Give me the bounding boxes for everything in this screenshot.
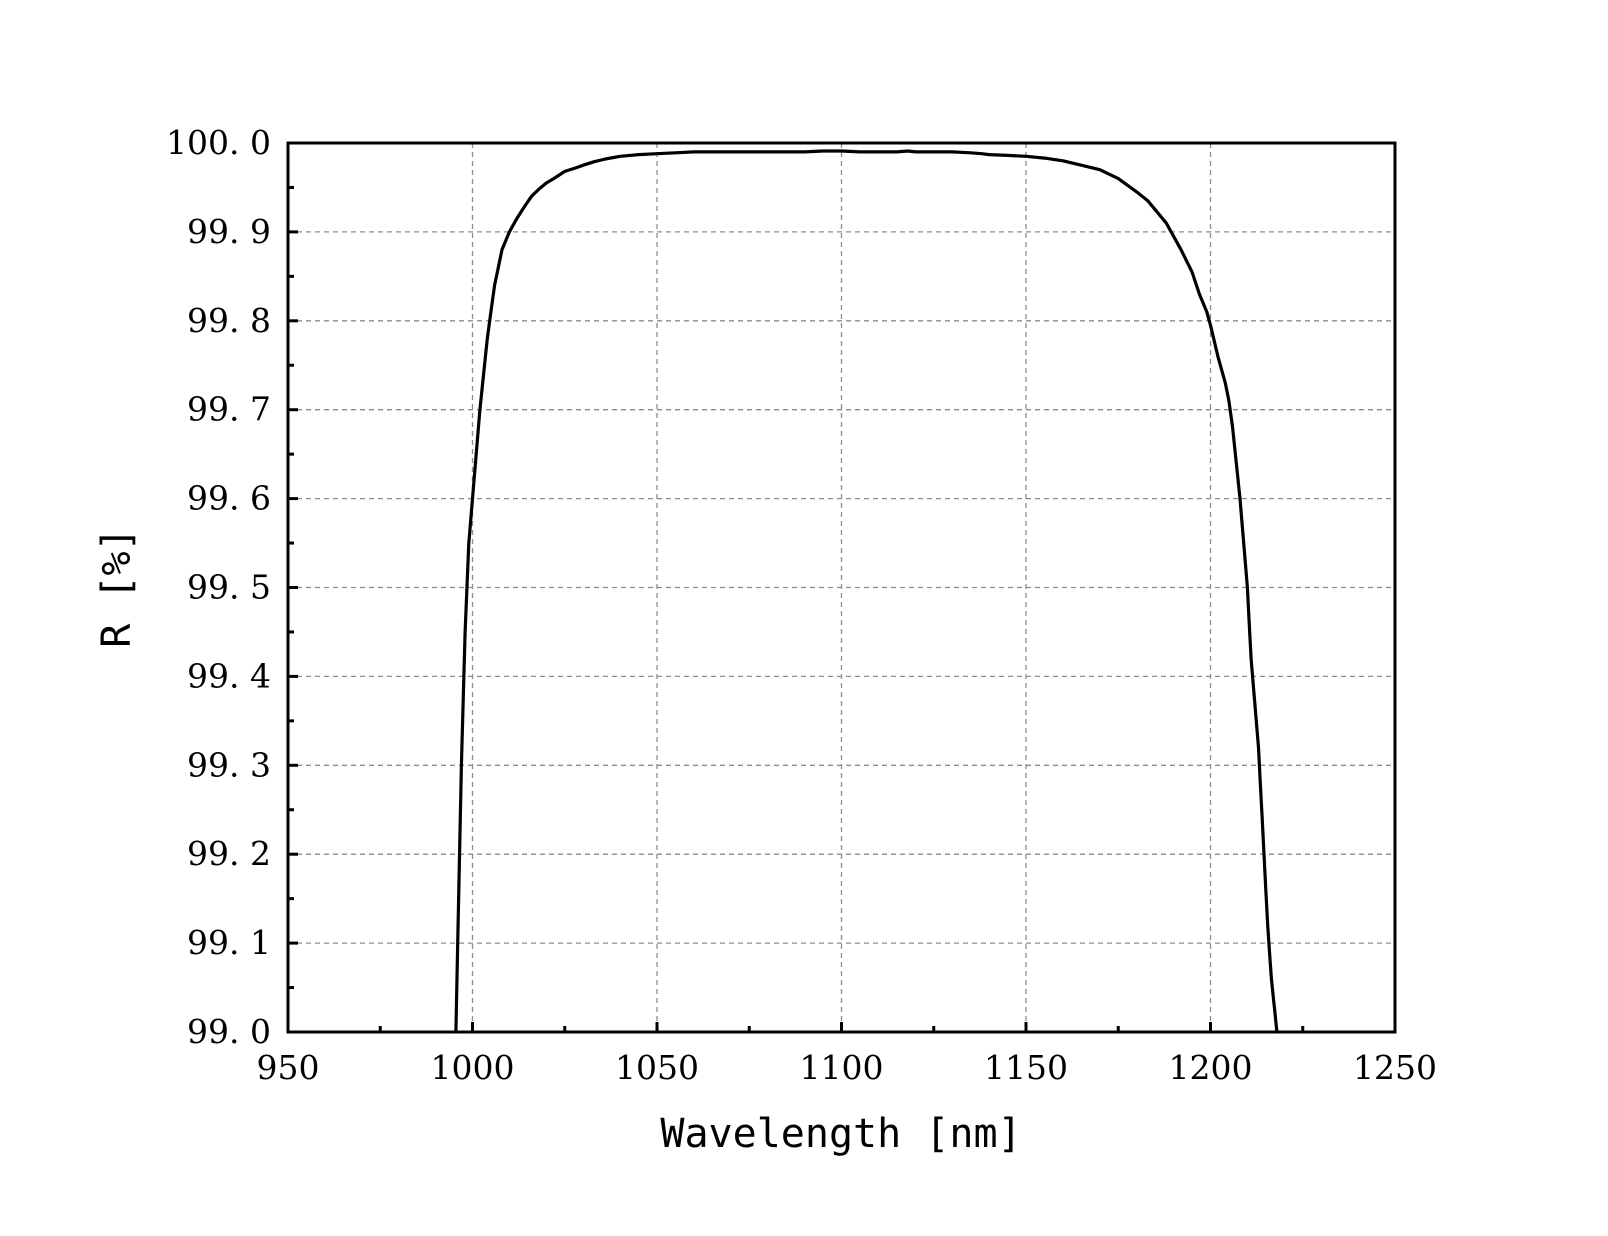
y-tick-label: 100. 0 xyxy=(166,123,271,162)
series-line xyxy=(454,149,1279,1034)
y-tick-label: 99. 9 xyxy=(187,212,271,251)
grid-lines xyxy=(288,143,1395,1032)
y-tick-label: 99. 7 xyxy=(187,390,271,429)
y-tick-label: 99. 1 xyxy=(187,923,271,962)
x-tick-label: 1000 xyxy=(431,1048,515,1087)
plot-area-frame xyxy=(286,141,1397,1034)
x-tick-label: 1100 xyxy=(800,1048,884,1087)
series-layer xyxy=(454,149,1279,1034)
y-tick-label: 99. 2 xyxy=(187,834,271,873)
tick-labels: 950 1000 1050 1100 1150 1200 1250 99. 0 99. 1 99.… xyxy=(166,123,1437,1087)
y-tick-label: 99. 3 xyxy=(187,745,271,784)
y-tick-label: 99. 4 xyxy=(187,656,271,695)
x-tick-label: 1200 xyxy=(1169,1048,1253,1087)
y-tick-label: 99. 6 xyxy=(187,479,271,518)
y-tick-label: 99. 8 xyxy=(187,301,271,340)
x-tick-label: 1250 xyxy=(1353,1048,1437,1087)
x-tick-label: 1150 xyxy=(984,1048,1068,1087)
y-tick-label: 99. 0 xyxy=(187,1012,271,1051)
x-tick-label: 950 xyxy=(257,1048,320,1087)
y-axis-title: R [%] xyxy=(94,527,140,647)
x-tick-label: 1050 xyxy=(615,1048,699,1087)
x-axis-title: Wavelength [nm] xyxy=(660,1111,1021,1157)
y-tick-label: 99. 5 xyxy=(187,568,271,607)
